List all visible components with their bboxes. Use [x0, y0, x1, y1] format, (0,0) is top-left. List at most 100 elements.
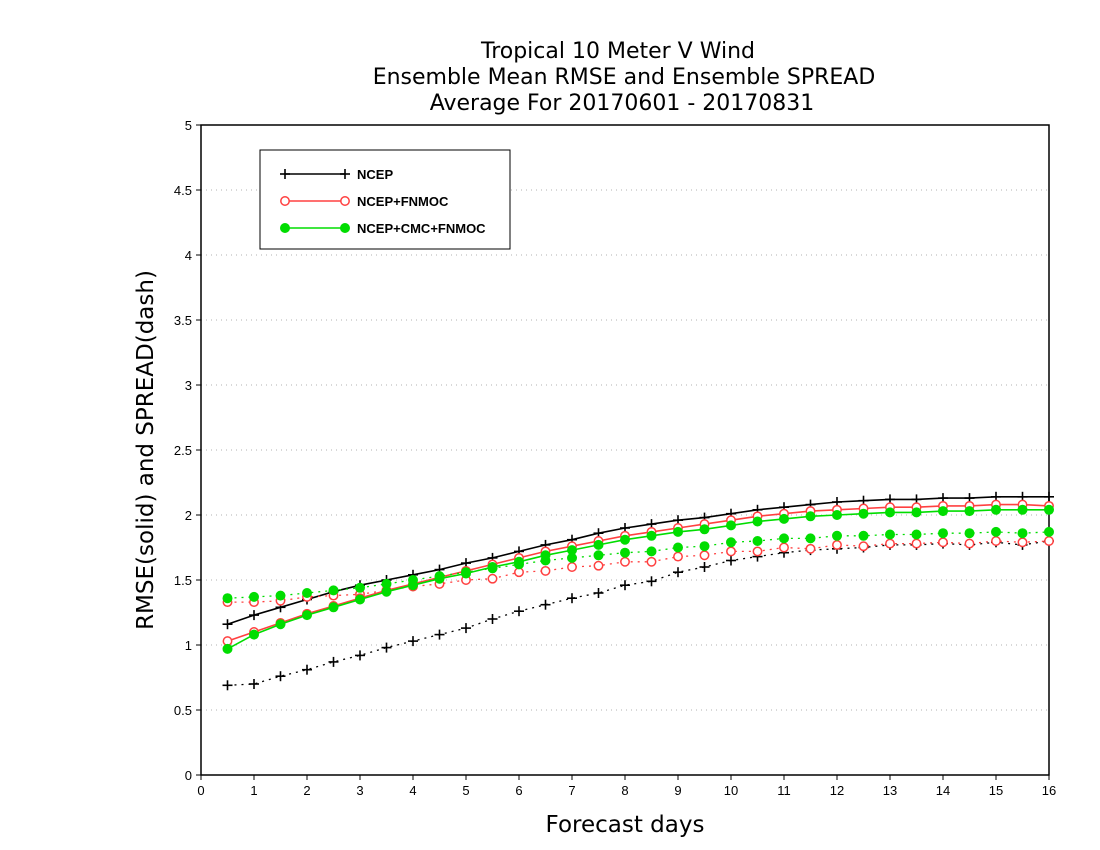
y-tick-label: 0.5 — [174, 703, 192, 718]
x-tick-label: 4 — [409, 783, 416, 798]
rmse-point — [885, 507, 895, 518]
rmse-point — [964, 506, 975, 517]
spread-point — [540, 599, 551, 610]
legend-marker — [340, 223, 350, 233]
spread-point — [673, 542, 683, 553]
spread-point — [514, 606, 524, 617]
y-tick-label: 1.5 — [174, 573, 192, 588]
x-tick-label: 10 — [724, 783, 738, 798]
x-tick-label: 0 — [197, 783, 204, 798]
spread-point — [991, 526, 1001, 537]
spread-point — [540, 565, 551, 576]
x-tick-label: 12 — [830, 783, 844, 798]
spread-point — [593, 560, 604, 571]
x-tick-label: 13 — [883, 783, 897, 798]
y-tick-label: 4 — [185, 248, 192, 263]
rmse-point — [726, 520, 736, 531]
y-tick-label: 3 — [185, 378, 192, 393]
spread-point — [302, 664, 312, 675]
spread-line-ncep-cmc-fnmoc — [227, 531, 1050, 599]
spread-point — [620, 547, 630, 558]
y-tick-label: 3.5 — [174, 313, 192, 328]
spread-point — [832, 530, 842, 541]
spread-point — [673, 551, 683, 562]
spread-point — [646, 576, 657, 587]
series-ncep-cmc-fnmoc — [222, 504, 1054, 654]
axis-ticks: 00.511.522.533.544.550 1 2 3 4 5 6 7 8 9 10 11 12 13 1… — [174, 118, 1056, 798]
y-tick-label: 2 — [185, 508, 192, 523]
x-tick-label: 3 — [356, 783, 363, 798]
spread-line-ncep-fnmoc — [227, 540, 1050, 603]
rmse-point — [408, 580, 418, 591]
legend-item-ncep-fnmoc: NCEP+FNMOC — [280, 194, 449, 209]
spread-point — [249, 679, 259, 689]
rmse-point — [249, 610, 259, 621]
rmse-point — [805, 511, 816, 522]
spread-point — [699, 541, 710, 552]
rmse-point — [328, 602, 339, 613]
spread-point — [1017, 537, 1028, 548]
rmse-point — [381, 586, 392, 597]
x-tick-label: 14 — [936, 783, 950, 798]
rmse-point — [779, 513, 789, 524]
spread-point — [593, 588, 604, 598]
spread-point — [567, 562, 577, 572]
rmse-line-ncep-cmc-fnmoc — [227, 508, 1049, 650]
rmse-point — [567, 545, 577, 556]
rmse-point — [355, 594, 365, 605]
x-axis-label: Forecast days — [546, 812, 705, 838]
spread-point — [726, 546, 736, 557]
series-layer — [222, 491, 1054, 691]
spread-point — [381, 642, 392, 653]
spread-point — [832, 539, 842, 550]
chart-title-line-1: Tropical 10 Meter V Wind — [480, 39, 755, 64]
spread-point — [726, 555, 736, 566]
legend-items: NCEP NCEP+FNMOC NCEP+CMC+FNMOC — [280, 167, 486, 236]
spread-point — [1044, 536, 1054, 546]
rmse-point — [646, 530, 657, 541]
spread-point — [699, 550, 710, 561]
legend-marker — [340, 196, 350, 206]
rmse-line-ncep-fnmoc — [227, 503, 1050, 642]
spread-point — [779, 533, 789, 544]
chart-title-line-2: Ensemble Mean RMSE and Ensemble SPREAD — [373, 65, 876, 90]
spread-point — [1017, 528, 1028, 539]
legend-item-ncep: NCEP — [280, 167, 393, 182]
spread-point — [275, 590, 286, 601]
rmse-point — [222, 643, 233, 654]
rmse-point — [1044, 491, 1054, 502]
spread-point — [249, 591, 259, 602]
spread-point — [885, 529, 895, 540]
legend-marker — [340, 169, 350, 179]
series-ncep-fnmoc — [222, 499, 1054, 647]
spread-point — [646, 556, 657, 567]
rmse-point — [858, 508, 869, 519]
spread-point — [752, 546, 763, 557]
spread-point — [779, 542, 789, 553]
legend-marker — [280, 169, 290, 179]
spread-point — [355, 650, 365, 661]
rmse-point — [275, 619, 286, 630]
y-axis-label: RMSE(solid) and SPREAD(dash) — [133, 270, 159, 630]
spread-point — [487, 614, 498, 624]
x-tick-label: 1 — [250, 783, 257, 798]
legend-box — [259, 149, 511, 250]
spread-point — [938, 528, 948, 539]
spread-point — [938, 537, 948, 548]
legend-item-ncep-cmc-fnmoc: NCEP+CMC+FNMOC — [280, 221, 486, 236]
spread-point — [461, 623, 471, 634]
legend: NCEP NCEP+FNMOC NCEP+CMC+FNMOC — [259, 149, 511, 250]
x-tick-label: 11 — [777, 783, 791, 798]
spread-point — [1044, 526, 1054, 537]
spread-point — [673, 567, 683, 578]
spread-line-ncep — [227, 540, 1050, 686]
spread-point — [991, 536, 1001, 546]
rmse-point — [752, 516, 763, 527]
rmse-point — [514, 556, 524, 567]
spread-point — [275, 671, 286, 682]
legend-label: NCEP+FNMOC — [357, 194, 449, 209]
x-tick-label: 8 — [621, 783, 628, 798]
rmse-point — [832, 510, 842, 520]
rmse-point — [620, 534, 630, 545]
